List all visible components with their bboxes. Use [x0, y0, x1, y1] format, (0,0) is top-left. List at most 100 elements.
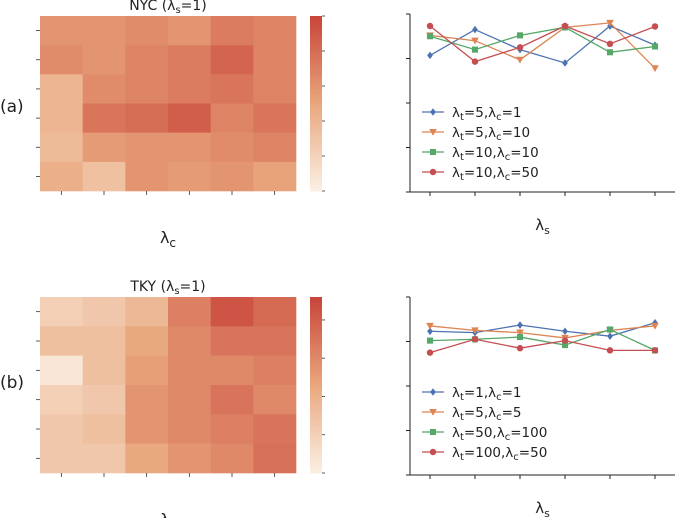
colorbar-segment [310, 141, 322, 145]
heatmap-cell [253, 161, 297, 192]
heatmap-cell [40, 326, 83, 356]
series-line [429, 338, 655, 354]
heatmap-cell [168, 74, 211, 104]
colorbar-segment [310, 59, 322, 64]
data-point [516, 32, 524, 39]
legend-value-t: 50 [475, 425, 492, 441]
legend-equals: = [510, 165, 521, 181]
colorbar-segment [310, 341, 322, 345]
heatmap-cell [253, 103, 297, 133]
heatmap-cell [82, 385, 126, 415]
series-line [429, 25, 656, 64]
colorbar-segment [310, 94, 322, 99]
heatmap-cell [210, 443, 254, 474]
data-point [651, 65, 659, 73]
heatmap-cell [253, 16, 297, 46]
data-point [561, 22, 569, 30]
heatmap-cell [82, 161, 126, 192]
title-subscript: s [175, 5, 180, 16]
data-point [426, 322, 434, 330]
colorbar-segment [310, 164, 322, 169]
data-point [517, 321, 523, 329]
heatmap-cell [40, 16, 83, 46]
heatmap-cell [125, 414, 169, 444]
heatmap-cell [253, 74, 297, 104]
heatmap-cell [253, 414, 297, 444]
colorbar-segment [310, 458, 322, 462]
heatmap-cell [210, 414, 254, 444]
colorbar-segment [310, 48, 322, 52]
colorbar-segment [310, 115, 322, 119]
colorbar-segment [310, 297, 322, 301]
colorbar-segment [310, 320, 322, 324]
colorbar-segment [310, 414, 322, 418]
title-suffix: =1) [180, 279, 206, 295]
legend-equals: = [502, 405, 513, 421]
data-point [606, 347, 614, 354]
x-axis-label-subscript: c [169, 236, 176, 250]
colorbar-segment [310, 123, 322, 128]
legend-entry: λt=1,λc=1 [452, 385, 522, 403]
heatmap-cell [125, 443, 169, 474]
heatmap-cell [210, 161, 254, 192]
panel-label-a: (a) [0, 97, 24, 117]
series-line [429, 328, 656, 351]
heatmap-cell [82, 326, 126, 356]
colorbar-segment [310, 176, 322, 180]
heatmap-cell [82, 443, 126, 474]
title-symbol: λ [166, 279, 174, 295]
legend-entry: λt=10,λc=10 [452, 145, 539, 163]
colorbar-segment [310, 179, 322, 183]
data-point [606, 49, 614, 56]
legend-symbol: ,λ [492, 425, 504, 441]
colorbar-segment [310, 385, 322, 389]
series-line [429, 325, 656, 339]
x-axis-label-subscript: s [544, 224, 550, 237]
legend-equals: = [510, 425, 521, 441]
colorbar-segment [310, 86, 322, 90]
colorbar-segment [310, 27, 322, 32]
legend-value-t: 5 [475, 125, 484, 141]
colorbar-segment [310, 440, 322, 445]
colorbar-segment [310, 161, 322, 166]
colorbar-segment [310, 367, 322, 371]
data-point [651, 43, 659, 50]
colorbar-segment [310, 470, 322, 474]
heatmap-cell [40, 132, 83, 163]
heatmap-cell [125, 355, 169, 386]
legend-value-t: 5 [475, 105, 484, 121]
colorbar-segment [310, 299, 322, 304]
colorbar-segment [310, 302, 322, 307]
legend-subscript: c [496, 392, 502, 403]
colorbar-segment [310, 109, 322, 113]
data-point [471, 37, 479, 45]
legend-subscript: t [460, 432, 464, 443]
heatmap-cell [125, 103, 169, 133]
heatmap-cell [82, 74, 126, 104]
heatmap-cell [253, 443, 297, 474]
data-point [471, 46, 479, 53]
colorbar-segment [310, 311, 322, 316]
colorbar-segment [310, 308, 322, 313]
legend-subscript: t [460, 112, 464, 123]
colorbar-segment [310, 349, 322, 354]
legend-equals: = [464, 425, 475, 441]
colorbar-segment [310, 364, 322, 368]
colorbar-segment [310, 80, 322, 84]
colorbar-segment [310, 71, 322, 75]
heatmap-cell [125, 74, 169, 104]
colorbar-segment [310, 51, 322, 55]
legend-entry: λt=50,λc=100 [452, 425, 547, 443]
data-point [430, 388, 436, 396]
colorbar-segment [310, 361, 322, 365]
legend-equals: = [464, 165, 475, 181]
data-point [429, 408, 437, 416]
x-axis-label-symbol: λ [535, 216, 544, 234]
colorbar-segment [310, 379, 322, 383]
heatmap-cell [82, 355, 126, 386]
heatmap-cell [210, 74, 254, 104]
heatmap-cell [253, 385, 297, 415]
heatmap-cell [168, 355, 211, 386]
colorbar-segment [310, 132, 322, 137]
